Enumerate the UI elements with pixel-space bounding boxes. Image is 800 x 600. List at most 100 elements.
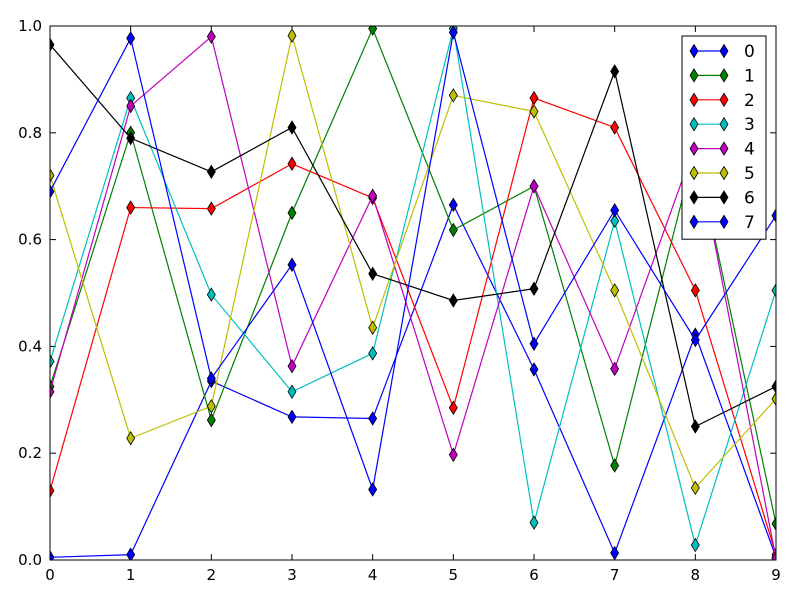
- x-tick-label: 2: [207, 566, 217, 584]
- data-point-marker: [529, 362, 539, 377]
- data-point-marker: [610, 545, 620, 560]
- data-point-marker: [206, 412, 216, 428]
- data-point-marker: [529, 336, 539, 351]
- data-point-marker: [529, 104, 539, 119]
- legend-item: 6: [689, 188, 755, 208]
- data-point-marker: [126, 200, 136, 215]
- data-point-marker: [610, 202, 620, 218]
- legend-item: 5: [689, 164, 755, 184]
- series-7: [50, 26, 776, 497]
- data-point-marker: [50, 37, 55, 52]
- y-tick-label: 0.8: [18, 124, 42, 142]
- legend-marker: [689, 68, 699, 83]
- plot-area-frame: [49, 25, 777, 561]
- legend-marker: [689, 165, 699, 181]
- legend-label: 1: [744, 66, 755, 86]
- data-point-marker: [448, 293, 458, 308]
- data-point-marker: [287, 384, 297, 400]
- data-point-marker: [448, 26, 458, 40]
- data-point-marker: [690, 537, 700, 553]
- data-point-marker: [50, 384, 55, 400]
- x-tick-label: 9: [771, 566, 781, 584]
- data-point-marker: [690, 419, 700, 434]
- data-point-marker: [771, 283, 776, 298]
- data-point-marker: [690, 332, 700, 348]
- legend-marker: [719, 165, 729, 181]
- legend-marker: [689, 190, 699, 205]
- legend-marker: [719, 190, 729, 205]
- data-point-marker: [206, 164, 216, 180]
- x-tick-label: 4: [368, 566, 378, 584]
- data-point-marker: [368, 26, 378, 36]
- legend-item: 4: [689, 140, 755, 160]
- legend-label: 7: [744, 213, 755, 233]
- data-point-marker: [771, 391, 776, 406]
- legend-item: 7: [689, 213, 755, 233]
- x-tick-label: 0: [45, 566, 55, 584]
- legend-label: 0: [744, 42, 755, 62]
- data-point-marker: [610, 283, 620, 298]
- data-point-marker: [771, 516, 776, 531]
- series-line-1: [50, 27, 776, 524]
- data-point-marker: [448, 222, 458, 238]
- series-line-4: [50, 35, 776, 559]
- legend-marker: [719, 43, 729, 59]
- y-tick-label: 0.4: [18, 337, 42, 355]
- data-point-marker: [287, 257, 297, 272]
- data-point-marker: [126, 547, 136, 560]
- data-point-marker: [529, 281, 539, 296]
- legend-item: 1: [689, 66, 755, 86]
- y-tick-label: 0.0: [18, 551, 42, 569]
- series-4: [50, 29, 776, 560]
- data-point-marker: [368, 411, 378, 426]
- data-point-marker: [50, 550, 55, 560]
- x-tick-label: 3: [287, 566, 297, 584]
- data-point-marker: [368, 346, 378, 361]
- data-point-marker: [448, 88, 458, 103]
- data-point-marker: [690, 480, 700, 496]
- series-line-6: [50, 44, 776, 428]
- series-3: [50, 26, 776, 553]
- data-point-marker: [206, 371, 216, 386]
- legend-marker: [719, 116, 729, 132]
- legend-label: 6: [744, 188, 755, 208]
- data-point-marker: [287, 409, 297, 425]
- legend-marker: [719, 92, 729, 108]
- data-point-marker: [771, 379, 776, 394]
- data-point-marker: [126, 430, 136, 446]
- data-point-marker: [610, 213, 620, 229]
- data-point-marker: [448, 197, 458, 213]
- series-line-7: [50, 32, 776, 492]
- data-point-marker: [529, 178, 539, 194]
- series-line-5: [50, 35, 776, 490]
- data-point-marker: [206, 398, 216, 414]
- series-line-0: [50, 203, 776, 558]
- data-point-marker: [771, 208, 776, 223]
- data-point-marker: [368, 482, 378, 497]
- series-5: [50, 28, 776, 496]
- data-point-marker: [529, 515, 539, 530]
- series-0: [50, 197, 776, 560]
- data-point-marker: [287, 120, 297, 135]
- legend-label: 2: [744, 91, 755, 111]
- legend-item: 0: [689, 42, 755, 62]
- data-point-marker: [368, 266, 378, 282]
- x-tick-label: 5: [449, 566, 459, 584]
- data-point-marker: [287, 358, 297, 374]
- legend-marker: [689, 116, 699, 132]
- data-point-marker: [50, 168, 55, 183]
- data-point-marker: [50, 354, 55, 369]
- legend-label: 5: [744, 164, 755, 184]
- x-tick-label: 7: [610, 566, 620, 584]
- data-point-marker: [50, 483, 55, 498]
- legend-marker: [689, 141, 699, 156]
- data-point-marker: [126, 98, 136, 114]
- legend-marker: [689, 43, 699, 59]
- data-point-marker: [690, 283, 700, 298]
- legend-item: 2: [689, 91, 755, 111]
- x-tick-label: 6: [529, 566, 539, 584]
- legend-label: 4: [744, 140, 755, 160]
- legend-item: 3: [689, 115, 755, 135]
- legend-marker: [719, 68, 729, 83]
